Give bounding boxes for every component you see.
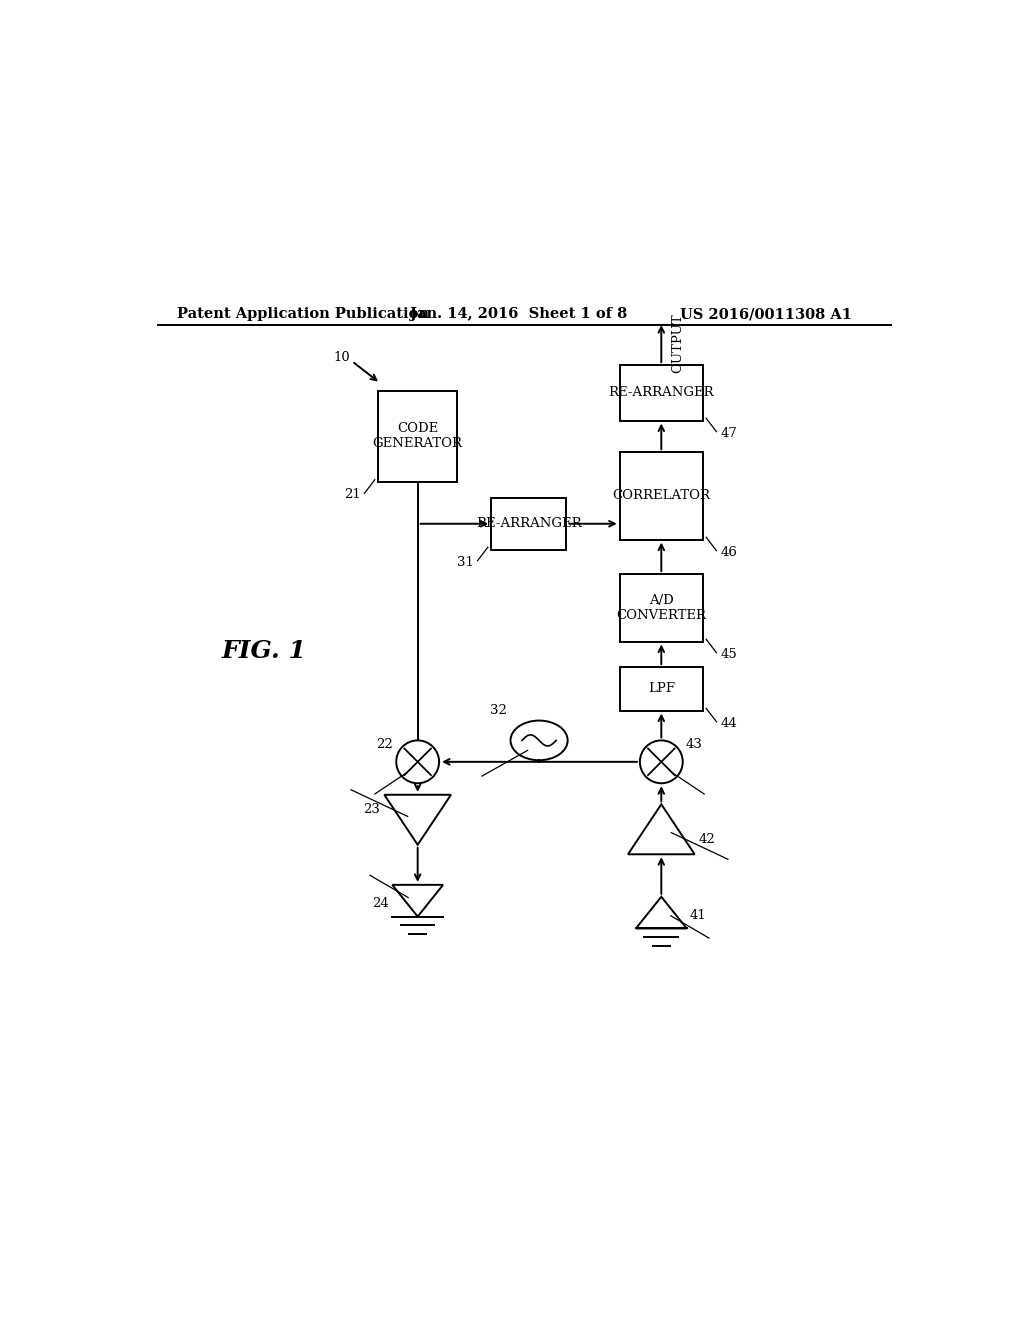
Text: Patent Application Publication: Patent Application Publication (177, 308, 429, 321)
Text: 31: 31 (457, 556, 474, 569)
Text: OUTPUT: OUTPUT (671, 314, 684, 374)
Bar (492, 498, 566, 549)
Text: FIG. 1: FIG. 1 (221, 639, 306, 663)
Text: LPF: LPF (648, 682, 675, 696)
Text: 46: 46 (721, 546, 737, 558)
Bar (378, 391, 458, 482)
Text: 43: 43 (686, 738, 702, 751)
Text: 44: 44 (721, 717, 737, 730)
Text: 47: 47 (721, 426, 737, 440)
Bar (620, 574, 702, 642)
Text: CORRELATOR: CORRELATOR (612, 490, 711, 503)
Bar (620, 453, 702, 540)
Text: RE-ARRANGER: RE-ARRANGER (476, 517, 582, 531)
Text: CODE
GENERATOR: CODE GENERATOR (373, 422, 463, 450)
Text: RE-ARRANGER: RE-ARRANGER (608, 387, 714, 400)
Text: 21: 21 (344, 488, 360, 502)
Text: 10: 10 (334, 351, 350, 364)
Text: 32: 32 (489, 705, 507, 717)
Text: 41: 41 (690, 909, 707, 923)
Text: 22: 22 (376, 738, 393, 751)
Text: 23: 23 (364, 804, 380, 816)
Text: Jan. 14, 2016  Sheet 1 of 8: Jan. 14, 2016 Sheet 1 of 8 (410, 308, 627, 321)
Text: US 2016/0011308 A1: US 2016/0011308 A1 (680, 308, 852, 321)
Bar (620, 667, 702, 710)
Text: 24: 24 (373, 898, 389, 911)
Text: 45: 45 (721, 648, 737, 661)
Bar (620, 366, 702, 421)
Text: 42: 42 (698, 833, 716, 846)
Text: A/D
CONVERTER: A/D CONVERTER (616, 594, 707, 622)
